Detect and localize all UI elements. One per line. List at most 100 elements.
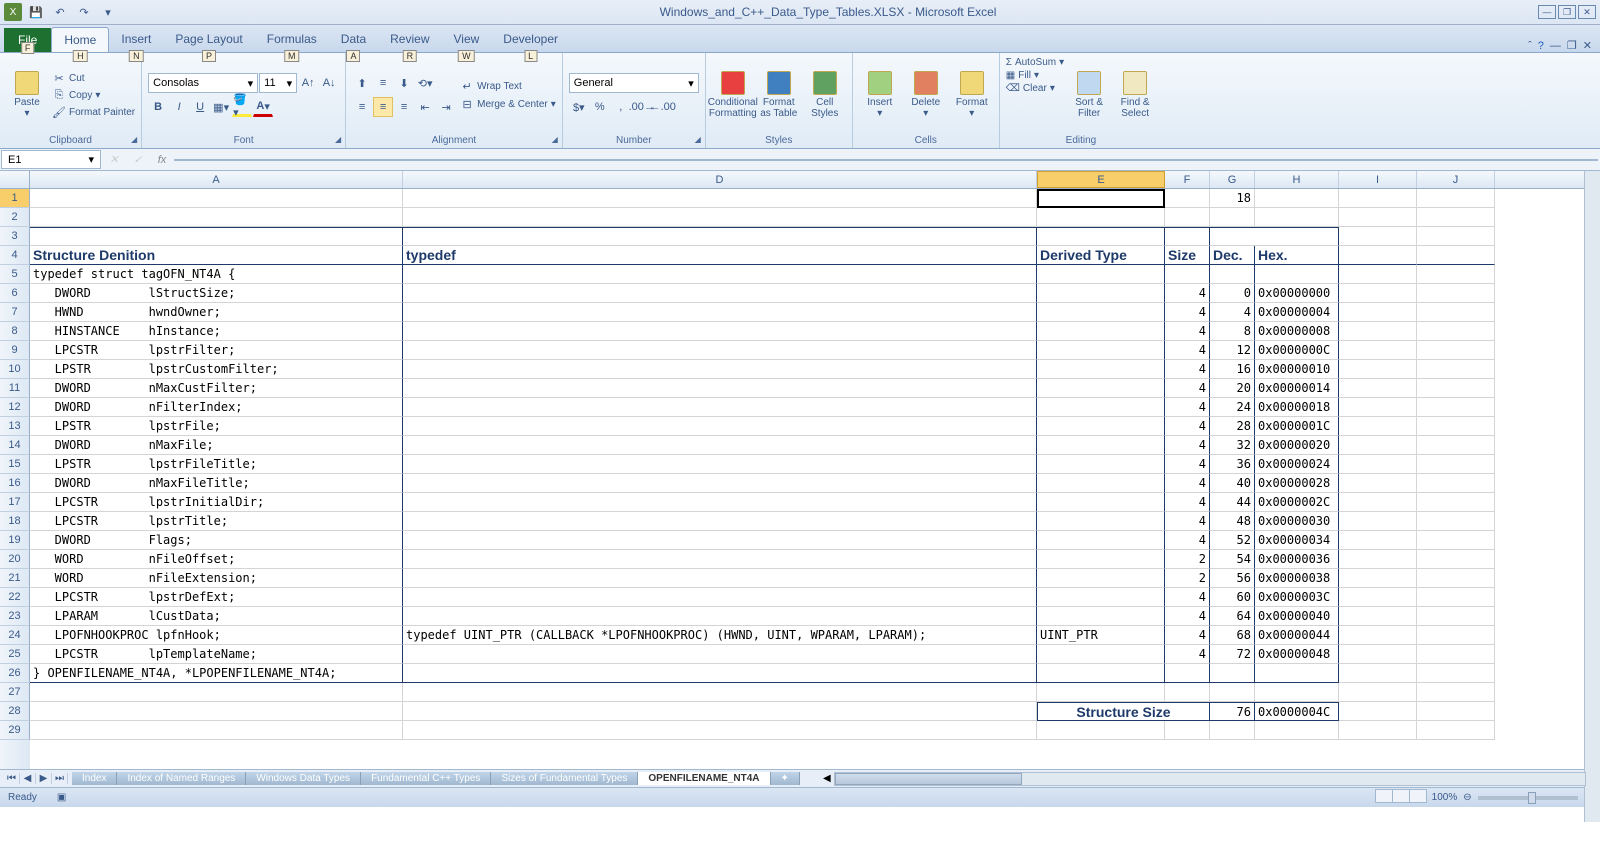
cell[interactable] [1339, 436, 1417, 455]
cell[interactable] [1165, 227, 1210, 246]
name-box[interactable]: E1▾ [1, 150, 101, 169]
maximize-button[interactable]: ❐ [1558, 5, 1576, 19]
cell[interactable] [1417, 474, 1495, 493]
row-header-24[interactable]: 24 [0, 626, 30, 645]
cell[interactable]: 20 [1210, 379, 1255, 398]
cell[interactable] [1037, 322, 1165, 341]
cell[interactable] [1037, 379, 1165, 398]
cell[interactable]: 0x0000002C [1255, 493, 1339, 512]
decrease-indent-button[interactable]: ⇤ [415, 97, 435, 117]
row-header-20[interactable]: 20 [0, 550, 30, 569]
cell[interactable] [1417, 512, 1495, 531]
ribbon-tab-home[interactable]: HomeH [51, 27, 109, 52]
next-sheet-button[interactable]: ▶ [36, 773, 52, 784]
cell[interactable] [1255, 227, 1339, 246]
cell[interactable] [1255, 265, 1339, 284]
cell[interactable] [1165, 664, 1210, 683]
row-header-6[interactable]: 6 [0, 284, 30, 303]
cell[interactable]: 4 [1165, 512, 1210, 531]
cell[interactable] [1417, 721, 1495, 740]
row-header-8[interactable]: 8 [0, 322, 30, 341]
cell[interactable] [1037, 398, 1165, 417]
cell[interactable]: DWORD nMaxFile; [30, 436, 403, 455]
cell[interactable]: DWORD nFilterIndex; [30, 398, 403, 417]
cell[interactable] [403, 569, 1037, 588]
close-button[interactable]: ✕ [1578, 5, 1596, 19]
cell[interactable]: LPOFNHOOKPROC lpfnHook; [30, 626, 403, 645]
cell[interactable] [403, 474, 1037, 493]
cell[interactable] [1417, 227, 1495, 246]
cell[interactable]: HINSTANCE hInstance; [30, 322, 403, 341]
cell[interactable]: 0x0000004C [1255, 702, 1339, 721]
number-format-combo[interactable]: General▾ [569, 73, 699, 93]
cell[interactable] [403, 398, 1037, 417]
percent-button[interactable]: % [590, 97, 610, 117]
cell[interactable]: 0x00000010 [1255, 360, 1339, 379]
cell[interactable]: 4 [1165, 284, 1210, 303]
row-header-1[interactable]: 1 [0, 189, 30, 208]
cell[interactable]: 4 [1210, 303, 1255, 322]
cell[interactable] [1037, 208, 1165, 227]
cell[interactable]: WORD nFileExtension; [30, 569, 403, 588]
column-header-I[interactable]: I [1339, 171, 1417, 188]
cell[interactable] [1037, 284, 1165, 303]
cell[interactable] [30, 721, 403, 740]
cell[interactable] [403, 683, 1037, 702]
cell[interactable]: 4 [1165, 474, 1210, 493]
cell[interactable] [1037, 531, 1165, 550]
zoom-out-button[interactable]: ⊖ [1463, 792, 1471, 803]
cell[interactable]: 36 [1210, 455, 1255, 474]
cell[interactable]: 4 [1165, 493, 1210, 512]
dialog-launcher-icon[interactable]: ◢ [695, 135, 701, 144]
cell[interactable]: 2 [1165, 550, 1210, 569]
cell[interactable] [403, 379, 1037, 398]
cell[interactable] [1037, 189, 1165, 208]
ribbon-tab-data[interactable]: DataA [329, 27, 378, 52]
fill-color-button[interactable]: 🪣▾ [232, 97, 252, 117]
cell[interactable]: 4 [1165, 398, 1210, 417]
column-header-J[interactable]: J [1417, 171, 1495, 188]
cell[interactable] [1037, 645, 1165, 664]
ribbon-tab-formulas[interactable]: FormulasM [255, 27, 329, 52]
cell[interactable]: LPCSTR lpstrDefExt; [30, 588, 403, 607]
format-as-table-button[interactable]: Format as Table [758, 57, 800, 133]
sheet-tab[interactable]: OPENFILENAME_NT4A [638, 772, 770, 785]
cell[interactable] [1417, 664, 1495, 683]
cell[interactable] [1037, 265, 1165, 284]
cell[interactable]: LPARAM lCustData; [30, 607, 403, 626]
cell[interactable] [1339, 683, 1417, 702]
cell[interactable] [403, 645, 1037, 664]
cut-button[interactable]: ✂Cut [52, 71, 135, 85]
cell[interactable]: DWORD nMaxCustFilter; [30, 379, 403, 398]
cell[interactable] [1339, 398, 1417, 417]
cell[interactable]: 4 [1165, 417, 1210, 436]
column-header-A[interactable]: A [30, 171, 403, 188]
find-select-button[interactable]: Find & Select [1114, 57, 1156, 133]
shrink-font-button[interactable]: A↓ [319, 73, 339, 93]
cell[interactable] [1417, 683, 1495, 702]
align-top-button[interactable]: ⬆ [352, 73, 372, 93]
column-header-D[interactable]: D [403, 171, 1037, 188]
cell[interactable] [1339, 664, 1417, 683]
cell[interactable]: UINT_PTR [1037, 626, 1165, 645]
cell[interactable] [1339, 265, 1417, 284]
file-tab[interactable]: File F [4, 28, 51, 52]
view-buttons[interactable] [1375, 789, 1426, 806]
cell[interactable]: 28 [1210, 417, 1255, 436]
cell[interactable] [1339, 303, 1417, 322]
cell[interactable] [1417, 284, 1495, 303]
cell[interactable] [403, 588, 1037, 607]
cell[interactable]: 12 [1210, 341, 1255, 360]
cell[interactable]: 0x00000038 [1255, 569, 1339, 588]
row-header-7[interactable]: 7 [0, 303, 30, 322]
cell[interactable]: 44 [1210, 493, 1255, 512]
row-header-21[interactable]: 21 [0, 569, 30, 588]
row-header-11[interactable]: 11 [0, 379, 30, 398]
fill-button[interactable]: ▦ Fill ▾ [1006, 70, 1064, 81]
vertical-scrollbar[interactable] [1584, 171, 1600, 822]
cell[interactable] [1339, 588, 1417, 607]
conditional-formatting-button[interactable]: Conditional Formatting [712, 57, 754, 133]
cell[interactable]: 56 [1210, 569, 1255, 588]
cell[interactable] [30, 227, 403, 246]
cell[interactable] [403, 189, 1037, 208]
